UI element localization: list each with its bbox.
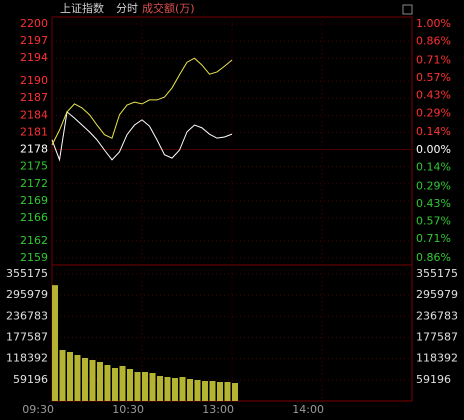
volume-bar [217, 382, 223, 401]
y-tick-label: 2172 [20, 177, 48, 190]
y-tick-label: 59196 [13, 373, 48, 386]
volume-bar [82, 357, 88, 401]
x-tick-label: 14:00 [292, 403, 324, 416]
y2-tick-label: 118392 [416, 352, 458, 365]
x-tick-label: 10:30 [112, 403, 144, 416]
volume-bar [202, 381, 208, 401]
y2-tick-label: 236783 [416, 309, 458, 322]
y-tick-label: 2200 [20, 17, 48, 30]
y-tick-label: 2175 [20, 160, 48, 173]
y2-tick-label: 0.71% [416, 232, 451, 245]
y-tick-label: 177587 [6, 331, 48, 344]
y2-tick-label: 0.14% [416, 160, 451, 173]
volume-label: 成交额(万) [142, 1, 195, 15]
y-tick-label: 2197 [20, 34, 48, 47]
volume-bar [187, 379, 193, 401]
y-tick-label: 2184 [20, 108, 48, 121]
volume-bar [149, 373, 156, 401]
y-tick-label: 355175 [6, 267, 48, 280]
mode-label: 分时 [116, 2, 138, 15]
y2-tick-label: 355175 [416, 267, 458, 280]
volume-bar [119, 365, 126, 401]
volume-bar [112, 367, 118, 401]
window-button[interactable] [402, 4, 413, 15]
volume-bar [179, 377, 186, 401]
y2-tick-label: 0.29% [416, 179, 451, 192]
y-tick-label: 2159 [20, 251, 48, 264]
index-name: 上证指数 [60, 1, 104, 15]
volume-bar [134, 372, 141, 401]
volume-bar [74, 354, 81, 401]
y-tick-label: 2166 [20, 211, 48, 224]
y2-tick-label: 0.29% [416, 106, 451, 119]
volume-bar [97, 361, 103, 401]
y2-tick-label: 177587 [416, 331, 458, 344]
y2-tick-label: 0.86% [416, 35, 451, 48]
y2-tick-label: 0.43% [416, 197, 451, 210]
y-tick-label: 236783 [6, 309, 48, 322]
volume-bar [67, 352, 73, 401]
price-line [51, 110, 233, 162]
y-tick-label: 2181 [20, 125, 48, 138]
y-tick-label: 2178 [20, 143, 48, 156]
y-tick-label: 295979 [6, 288, 48, 301]
y-tick-label: 2190 [20, 74, 48, 87]
y-tick-label: 2187 [20, 91, 48, 104]
volume-bar [164, 377, 171, 401]
y-tick-label: 2194 [20, 51, 48, 64]
y2-tick-label: 0.14% [416, 125, 451, 138]
volume-bar [89, 359, 96, 401]
volume-bar [224, 382, 231, 401]
volume-bar [232, 383, 238, 401]
price-line [51, 57, 233, 146]
volume-bar [59, 350, 66, 401]
y2-tick-label: 295979 [416, 288, 458, 301]
y2-tick-label: 0.00% [416, 143, 451, 156]
volume-bar [209, 381, 216, 401]
y2-tick-label: 0.43% [416, 89, 451, 102]
y-tick-label: 2169 [20, 194, 48, 207]
y2-tick-label: 59196 [416, 373, 451, 386]
x-tick-label: 13:00 [202, 403, 234, 416]
y2-tick-label: 0.86% [416, 251, 451, 264]
y-tick-label: 2162 [20, 234, 48, 247]
y2-tick-label: 0.57% [416, 215, 451, 228]
x-tick-label: 09:30 [22, 403, 54, 416]
volume-bar [104, 364, 111, 401]
volume-bar [172, 378, 178, 401]
y-tick-label: 118392 [6, 352, 48, 365]
volume-bar [52, 285, 58, 401]
volume-bar [127, 368, 133, 401]
volume-bar [194, 380, 201, 401]
volume-bar [142, 372, 148, 401]
volume-bar [157, 376, 163, 401]
y2-tick-label: 0.71% [416, 53, 451, 66]
y2-tick-label: 0.57% [416, 71, 451, 84]
y2-tick-label: 1.00% [416, 17, 451, 30]
